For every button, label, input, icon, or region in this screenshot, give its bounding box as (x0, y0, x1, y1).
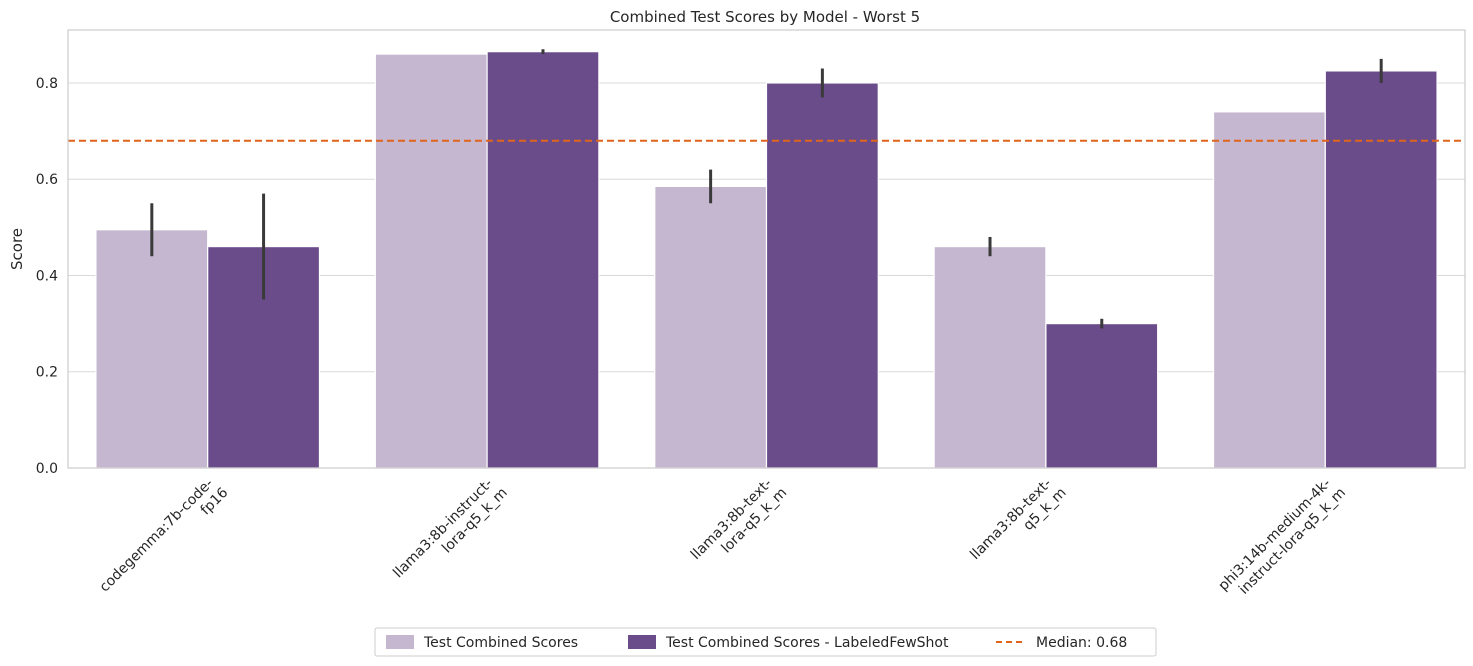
y-tick-label: 0.4 (36, 268, 58, 284)
bar-series-0-cat-4 (1212, 111, 1326, 469)
legend-swatch-test-combined-scores (386, 635, 414, 649)
bar-series-1-cat-2 (765, 82, 879, 469)
error-bars-layer (150, 49, 1383, 329)
x-tick-label: llama3:8b-text-lora-q5_k_m (688, 473, 790, 575)
legend-label-labeledfewshot: Test Combined Scores - LabeledFewShot (665, 635, 949, 651)
bar-series-0-cat-2 (654, 185, 768, 469)
y-tick-label: 0.0 (36, 461, 58, 477)
y-tick-label: 0.8 (36, 76, 58, 92)
plot-frame (67, 29, 1466, 469)
bar-series-0-cat-1 (374, 53, 488, 469)
legend-label-test-combined-scores: Test Combined Scores (423, 635, 578, 651)
chart-title: Combined Test Scores by Model - Worst 5 (610, 8, 920, 26)
x-tick-labels: codegemma:7b-code-fp16 llama3:8b-instruct… (97, 473, 1349, 608)
legend-frame (374, 627, 1157, 657)
legend: Test Combined Scores Test Combined Score… (374, 627, 1157, 657)
y-tick-labels: 0.0 0.2 0.4 0.6 0.8 (36, 76, 58, 477)
bar-series-0-cat-0 (95, 229, 209, 469)
bar-series-0-cat-3 (933, 245, 1047, 469)
bar-series-1-cat-3 (1045, 323, 1159, 469)
x-tick-label: llama3:8b-instruct-lora-q5_k_m (390, 473, 511, 594)
x-tick-label: llama3:8b-text-q5_k_m (967, 473, 1069, 575)
y-tick-label: 0.2 (36, 365, 58, 381)
x-tick-label: phi3:14b-medium-4k-instruct-lora-q5_k_m (1216, 473, 1349, 606)
y-tick-label: 0.6 (36, 172, 58, 188)
bar-series-1-cat-1 (486, 51, 600, 469)
bar-series-1-cat-4 (1324, 70, 1438, 469)
x-tick-label: codegemma:7b-code-fp16 (97, 473, 232, 608)
y-axis-title: Score (8, 228, 26, 270)
legend-swatch-labeledfewshot (628, 635, 656, 649)
legend-label-median: Median: 0.68 (1036, 635, 1127, 651)
bars-layer (95, 51, 1438, 469)
